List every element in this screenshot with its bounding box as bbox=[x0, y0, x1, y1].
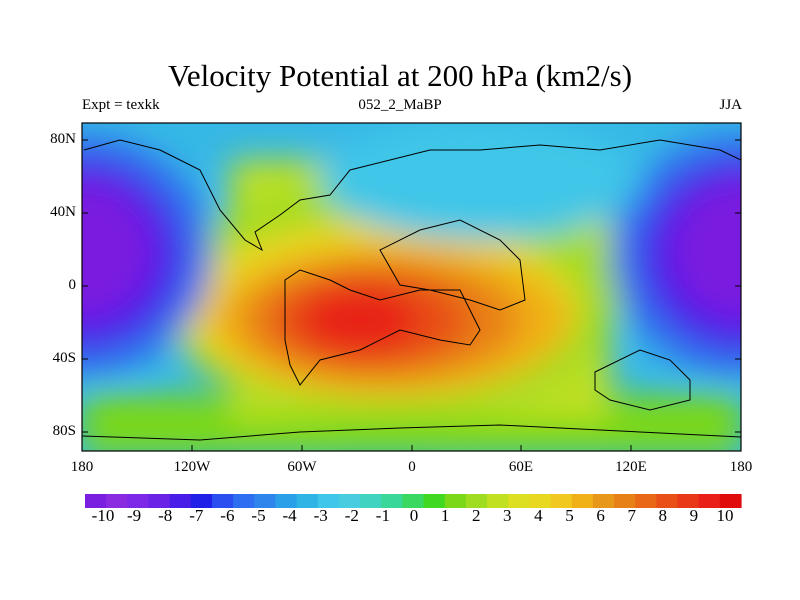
colorbar-label: -3 bbox=[313, 506, 328, 525]
subtitle-experiment: Expt = texkk bbox=[82, 97, 160, 113]
colorbar-swatch bbox=[698, 494, 721, 508]
colorbar-label: 0 bbox=[409, 506, 419, 525]
colorbar-swatch bbox=[169, 494, 192, 508]
colorbar-swatch bbox=[465, 494, 488, 508]
colorbar-label: -10 bbox=[91, 506, 115, 525]
colorbar-label: 7 bbox=[627, 506, 636, 525]
colorbar-label: -2 bbox=[344, 506, 359, 525]
lon-ticks bbox=[191, 445, 632, 451]
colorbar-swatch bbox=[106, 494, 128, 508]
subtitle-case: 052_2_MaBP bbox=[358, 97, 442, 113]
colorbar-label: -9 bbox=[127, 506, 142, 525]
lon-label-60e: 60E bbox=[508, 459, 534, 475]
colorbar-swatch bbox=[338, 494, 361, 508]
colorbar-swatch bbox=[211, 494, 234, 508]
colorbar-label: -8 bbox=[158, 506, 173, 525]
colorbar-label: 6 bbox=[596, 506, 605, 525]
colorbar-swatch bbox=[656, 494, 679, 508]
colorbar-label: 9 bbox=[689, 506, 699, 525]
colorbar-swatch bbox=[190, 494, 213, 508]
colorbar-swatch bbox=[592, 494, 615, 508]
lat-label-40s: 40S bbox=[52, 350, 76, 366]
colorbar-swatch bbox=[254, 494, 277, 508]
colorbar-swatch bbox=[402, 494, 425, 508]
lat-label-40n: 40N bbox=[50, 204, 76, 220]
colorbar-swatch bbox=[296, 494, 319, 508]
colorbar-swatch bbox=[275, 494, 298, 508]
colorbar-swatch bbox=[487, 494, 509, 508]
colorbar-swatch bbox=[85, 494, 107, 508]
coastlines bbox=[82, 139, 741, 441]
colorbar-label: 8 bbox=[658, 506, 668, 525]
lon-label-60w: 60W bbox=[287, 459, 317, 475]
colorbar-label: -5 bbox=[251, 506, 266, 525]
colorbar-label: 1 bbox=[440, 506, 450, 525]
lat-label-80n: 80N bbox=[50, 131, 76, 147]
colorbar-label: -1 bbox=[375, 506, 390, 525]
colorbar-label: 5 bbox=[565, 506, 574, 525]
colorbar-swatch bbox=[148, 494, 171, 508]
lon-label-120e: 120E bbox=[615, 459, 647, 475]
lat-label-80s: 80S bbox=[52, 423, 76, 439]
colorbar-label: -6 bbox=[220, 506, 235, 525]
colorbar-label: 4 bbox=[534, 506, 543, 525]
colorbar-swatch bbox=[317, 494, 340, 508]
colorbar-label: -7 bbox=[189, 506, 204, 525]
colorbar-swatch bbox=[614, 494, 636, 508]
colorbar-swatch bbox=[508, 494, 530, 508]
colorbar bbox=[85, 494, 742, 508]
colorbar-label: 10 bbox=[716, 506, 734, 525]
colorbar-swatch bbox=[550, 494, 573, 508]
colorbar-swatch bbox=[360, 494, 382, 508]
chart-title: Velocity Potential at 200 hPa (km2/s) bbox=[167, 58, 633, 93]
colorbar-swatch bbox=[529, 494, 552, 508]
lon-label-180e: 180 bbox=[729, 459, 753, 475]
colorbar-swatch bbox=[423, 494, 446, 508]
colorbar-swatch bbox=[233, 494, 255, 508]
colorbar-label: 2 bbox=[471, 506, 481, 525]
colorbar-swatch bbox=[677, 494, 700, 508]
subtitle-season: JJA bbox=[719, 97, 742, 113]
lon-label-180w: 180 bbox=[70, 459, 94, 475]
colorbar-swatch bbox=[381, 494, 404, 508]
lon-label-0: 0 bbox=[408, 459, 416, 475]
colorbar-swatch bbox=[571, 494, 594, 508]
colorbar-swatch bbox=[719, 494, 742, 508]
colorbar-label: 3 bbox=[503, 506, 512, 525]
colorbar-swatch bbox=[444, 494, 467, 508]
lat-ticks bbox=[82, 139, 741, 433]
colorbar-label: -4 bbox=[282, 506, 297, 525]
lat-label-0: 0 bbox=[68, 277, 77, 293]
lon-label-120w: 120W bbox=[173, 459, 211, 475]
colorbar-swatch bbox=[127, 494, 150, 508]
colorbar-swatch bbox=[635, 494, 657, 508]
map-field bbox=[82, 123, 741, 451]
